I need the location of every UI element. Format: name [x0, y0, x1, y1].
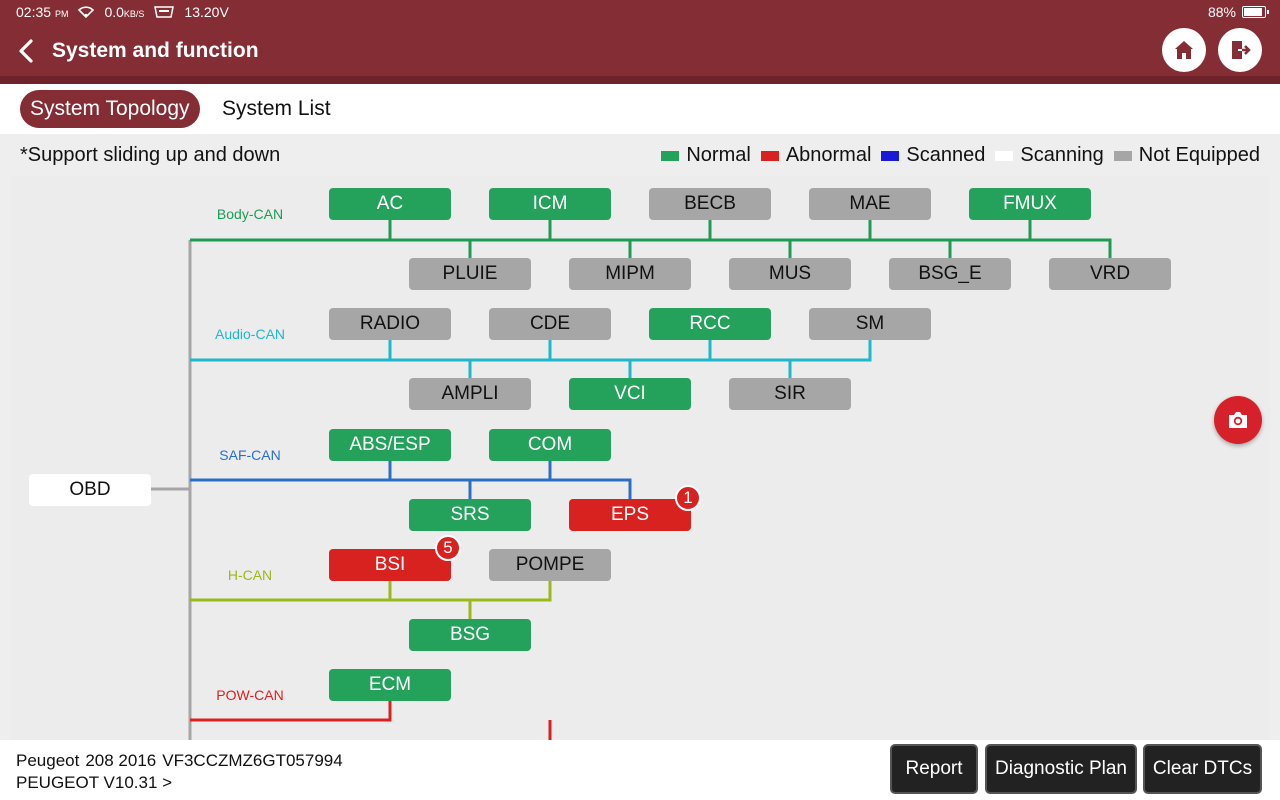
home-icon	[1175, 41, 1193, 59]
bus-label-pow-can: POW-CAN	[216, 687, 284, 703]
camera-icon	[1229, 412, 1247, 428]
chevron-left-icon	[19, 39, 33, 63]
ecu-node-ecm[interactable]: ECM	[329, 669, 451, 701]
tab-system-list[interactable]: System List	[222, 97, 331, 120]
ecu-node-mae[interactable]: MAE	[809, 188, 931, 220]
legend-scanning: Scanning	[995, 144, 1104, 167]
topology-panel: *Support sliding up and down Normal Abno…	[0, 134, 1280, 740]
status-time: 02:35 PM	[16, 4, 69, 20]
tab-system-topology[interactable]: System Topology	[20, 90, 200, 128]
legend-swatch	[1113, 150, 1132, 161]
ecu-node-sm[interactable]: SM	[809, 308, 931, 340]
back-button[interactable]	[14, 38, 40, 64]
ecu-node-rcc[interactable]: RCC	[649, 308, 771, 340]
legend-swatch	[881, 150, 900, 161]
ecu-node-pluie[interactable]: PLUIE	[409, 258, 531, 290]
header-divider	[0, 76, 1280, 84]
legend-not-equipped: Not Equipped	[1113, 144, 1260, 167]
exit-icon	[1232, 41, 1251, 59]
vehicle-info: Peugeot 208 2016 VF3CCZMZ6GT057994 PEUGEOT…	[16, 750, 349, 794]
footer-bar: Peugeot 208 2016 VF3CCZMZ6GT057994 PEUGEOT…	[0, 740, 1280, 800]
ecu-node-icm[interactable]: ICM	[489, 188, 611, 220]
page-title: System and function	[52, 39, 259, 62]
ecu-node-bsg[interactable]: BSG	[409, 619, 531, 651]
voltage: 13.20V	[184, 4, 229, 20]
ecu-node-pompe[interactable]: POMPE	[489, 549, 611, 581]
ecu-node-bsg-e[interactable]: BSG_E	[889, 258, 1011, 290]
dtc-count-badge: 1	[675, 485, 701, 511]
ecu-node-fmux[interactable]: FMUX	[969, 188, 1091, 220]
legend-scanned: Scanned	[881, 144, 985, 167]
status-legend: Normal Abnormal Scanned Scanning Not Equ…	[651, 144, 1260, 167]
vehicle-model-year: 208 2016	[85, 751, 157, 770]
ecu-node-cde[interactable]: CDE	[489, 308, 611, 340]
scroll-hint: *Support sliding up and down	[20, 144, 281, 166]
bus-label-h-can: H-CAN	[227, 567, 273, 583]
app-header: System and function	[0, 26, 1280, 76]
clear-dtcs-button[interactable]: Clear DTCs	[1143, 744, 1262, 794]
battery-fill	[1244, 8, 1262, 16]
battery-icon	[1242, 6, 1269, 18]
ecu-node-mus[interactable]: MUS	[729, 258, 851, 290]
ecu-node-ac[interactable]: AC	[329, 188, 451, 220]
topology-lines	[151, 220, 1112, 740]
ecu-node-bsi[interactable]: BSI	[329, 549, 451, 581]
obd-connector-icon	[154, 6, 175, 18]
software-version[interactable]: PEUGEOT V10.31 >	[16, 773, 173, 792]
bus-label-audio-can: Audio-CAN	[214, 326, 286, 342]
ecu-node-becb[interactable]: BECB	[649, 188, 771, 220]
ecu-node-srs[interactable]: SRS	[409, 499, 531, 531]
home-button[interactable]	[1162, 28, 1206, 72]
bus-label-body-can: Body-CAN	[216, 206, 284, 222]
obd-node[interactable]: OBD	[29, 474, 151, 506]
ecu-node-vci[interactable]: VCI	[569, 378, 691, 410]
dtc-count-badge: 5	[435, 535, 461, 561]
ecu-node-vrd[interactable]: VRD	[1049, 258, 1171, 290]
legend-swatch	[661, 150, 680, 161]
tab-bar: System Topology System List	[0, 84, 1280, 134]
ecu-node-abs-esp[interactable]: ABS/ESP	[329, 429, 451, 461]
legend-swatch	[995, 150, 1014, 161]
vehicle-vin: VF3CCZMZ6GT057994	[162, 751, 343, 770]
status-ampm: PM	[54, 9, 69, 19]
battery-percent: 88%	[1207, 4, 1236, 20]
screenshot-button[interactable]	[1214, 396, 1262, 444]
ecu-node-radio[interactable]: RADIO	[329, 308, 451, 340]
legend-normal: Normal	[661, 144, 751, 167]
ecu-node-eps[interactable]: EPS	[569, 499, 691, 531]
legend-swatch	[760, 150, 779, 161]
wifi-icon	[78, 6, 95, 18]
bus-label-saf-can: SAF-CAN	[219, 447, 281, 463]
vehicle-make: Peugeot	[16, 751, 80, 770]
topology-diagram[interactable]: OBD Body-CAN AC ICM BECB MAE FMUX PLUIE MIPM MUS B…	[10, 176, 1270, 740]
exit-button[interactable]	[1218, 28, 1262, 72]
legend-abnormal: Abnormal	[760, 144, 871, 167]
ecu-node-ampli[interactable]: AMPLI	[409, 378, 531, 410]
ecu-node-sir[interactable]: SIR	[729, 378, 851, 410]
net-speed: 0.0KB/S	[104, 4, 145, 20]
report-button[interactable]: Report	[890, 744, 978, 794]
ecu-node-mipm[interactable]: MIPM	[569, 258, 691, 290]
ecu-node-com[interactable]: COM	[489, 429, 611, 461]
diagnostic-plan-button[interactable]: Diagnostic Plan	[985, 744, 1137, 794]
status-bar: 02:35 PM 0.0KB/S 13.20V 88%	[0, 0, 1280, 26]
